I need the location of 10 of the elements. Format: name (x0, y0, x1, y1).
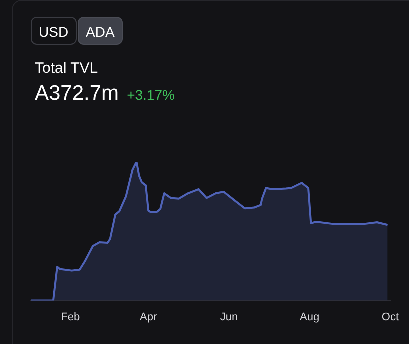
text: USD (31, 17, 77, 45)
text: ADA (78, 17, 123, 45)
chart-subtitle: A372.7m (35, 82, 120, 106)
x-tick-label: Apr (140, 311, 158, 324)
text: +3.17% (127, 87, 175, 103)
x-tick-label: Feb (61, 311, 80, 324)
x-tick-label: Oct (382, 311, 400, 324)
x-tick-label: Jun (220, 311, 238, 324)
x-tick-label: Aug (300, 311, 320, 324)
chart-title: Total TVL (35, 60, 98, 77)
